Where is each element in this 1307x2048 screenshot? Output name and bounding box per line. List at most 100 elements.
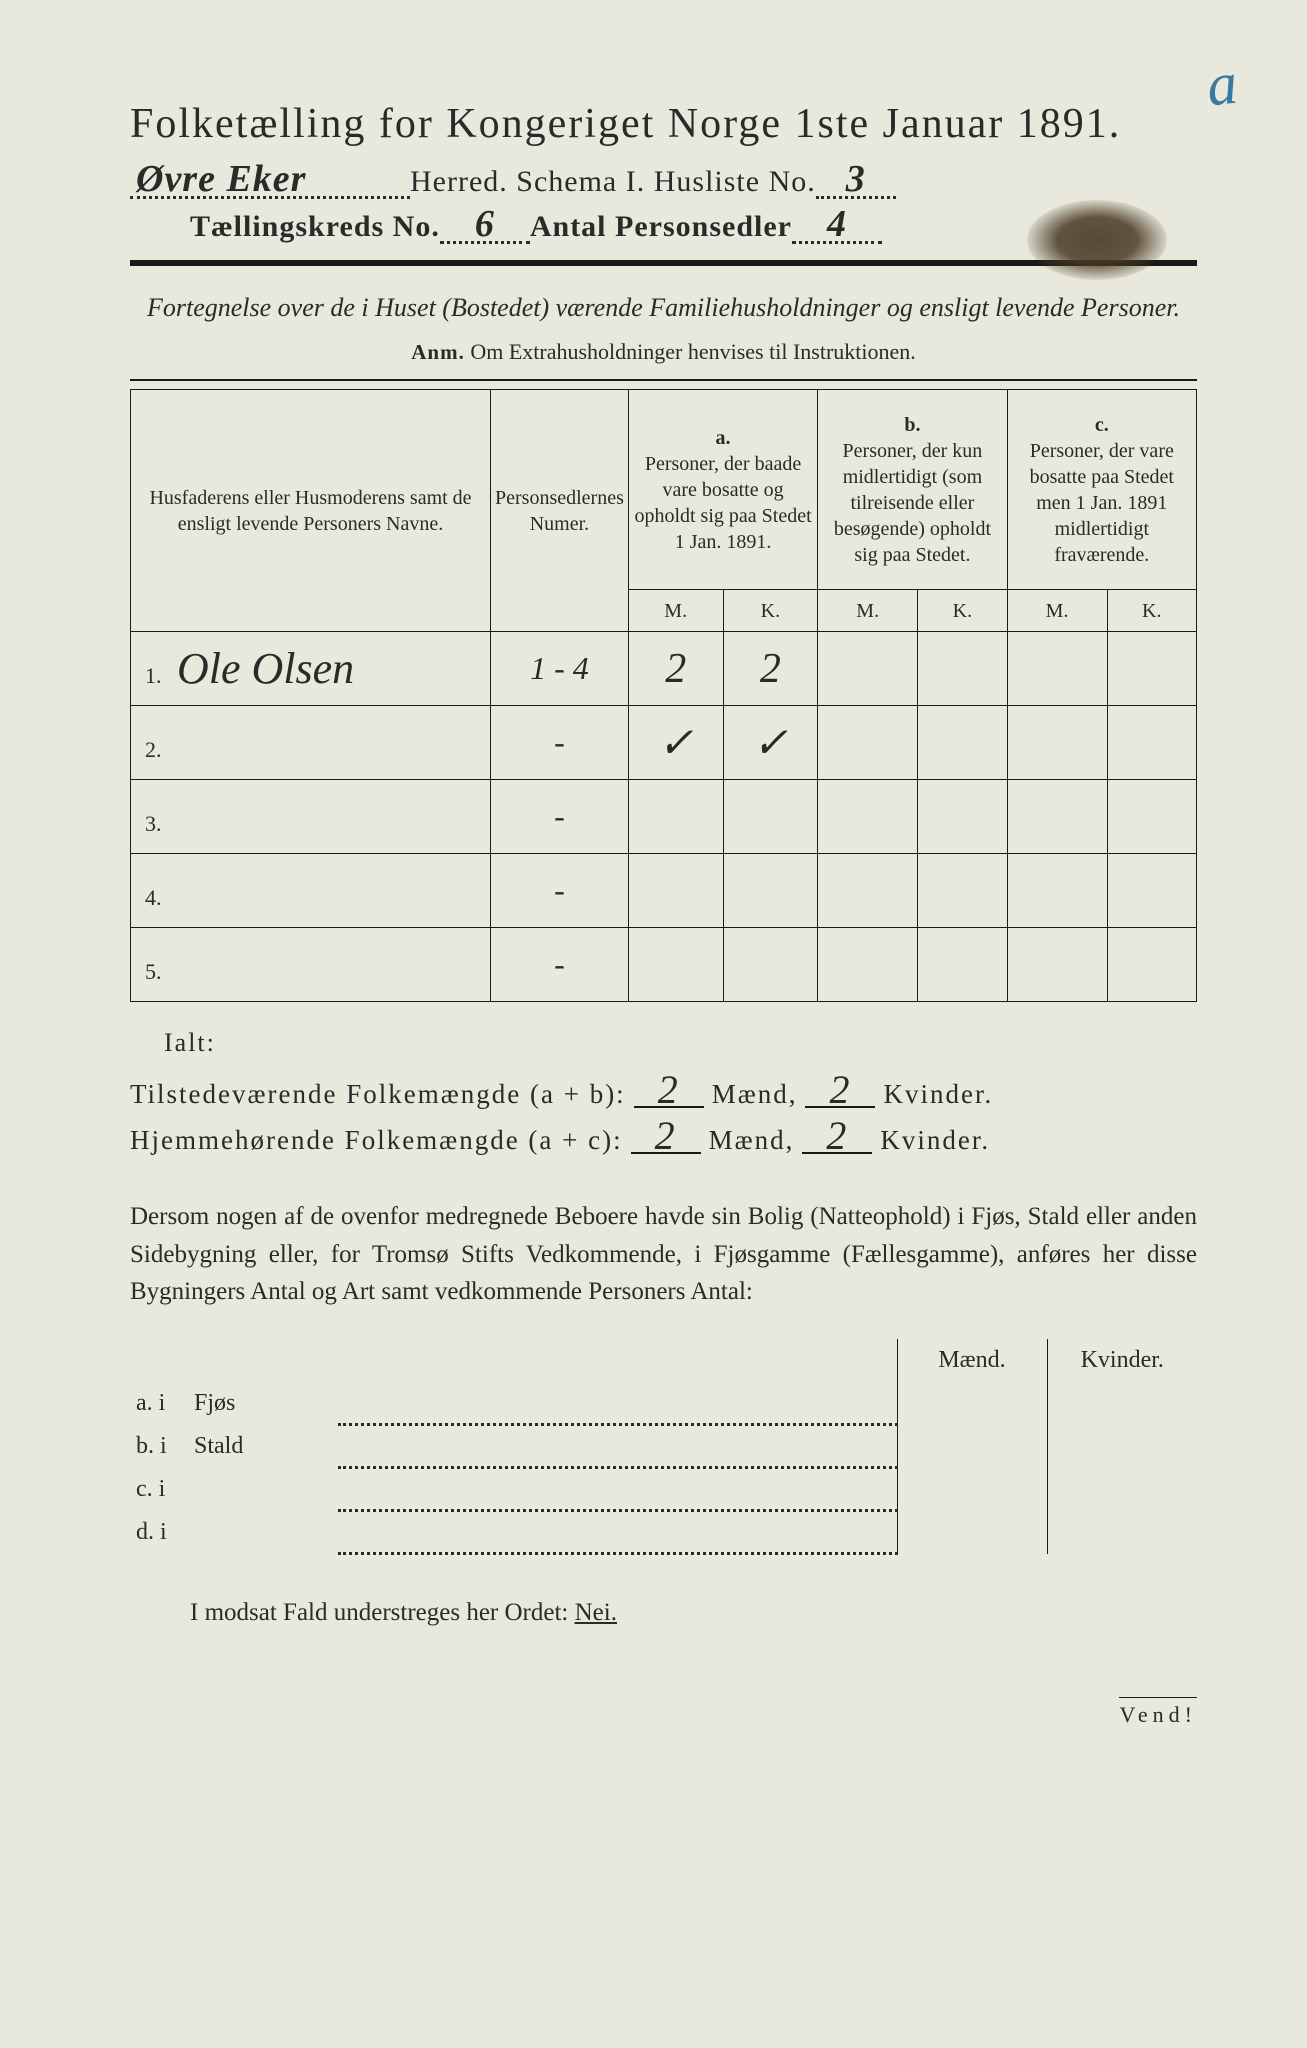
intro-text: Fortegnelse over de i Huset (Bostedet) v… bbox=[130, 290, 1197, 325]
col-numer-header: Personsedlernes Numer. bbox=[491, 390, 629, 632]
main-table: Husfaderens eller Husmoderens samt de en… bbox=[130, 389, 1197, 1002]
a-label: a. bbox=[633, 425, 813, 451]
side-m bbox=[897, 1468, 1047, 1511]
side-k bbox=[1047, 1511, 1197, 1554]
table-row: 5.- bbox=[131, 928, 1197, 1002]
row-name: 3. bbox=[131, 780, 491, 854]
nei-line: I modsat Fald understreges her Ordet: Ne… bbox=[190, 1599, 1197, 1627]
sedler-label: Antal Personsedler bbox=[530, 210, 792, 244]
sidebuilding-paragraph: Dersom nogen af de ovenfor medregnede Be… bbox=[130, 1198, 1197, 1311]
side-name: Fjøs bbox=[188, 1382, 338, 1425]
a-text: Personer, der baade vare bosatte og opho… bbox=[633, 451, 813, 555]
husliste-value: 3 bbox=[816, 162, 896, 199]
row-aM: 2 bbox=[628, 632, 723, 706]
document-title: Folketælling for Kongeriget Norge 1ste J… bbox=[130, 100, 1197, 148]
row-name: 1.Ole Olsen bbox=[131, 632, 491, 706]
row-cK bbox=[1107, 706, 1196, 780]
kvinder-label: Kvinder. bbox=[883, 1079, 993, 1110]
row-bK bbox=[918, 780, 1007, 854]
row-bM bbox=[818, 632, 918, 706]
anm-label: Anm. bbox=[411, 340, 465, 364]
anm-text: Om Extrahusholdninger henvises til Instr… bbox=[470, 339, 915, 364]
kreds-value: 6 bbox=[440, 207, 530, 244]
a-m-header: M. bbox=[628, 590, 723, 632]
table-row: 3.- bbox=[131, 780, 1197, 854]
c-k-header: K. bbox=[1107, 590, 1196, 632]
col-b-header: b. Personer, der kun midlertidigt (som t… bbox=[818, 390, 1007, 590]
row-cK bbox=[1107, 854, 1196, 928]
c-text: Personer, der vare bosatte paa Stedet me… bbox=[1012, 438, 1192, 568]
ialt-label: Ialt: bbox=[164, 1028, 1197, 1058]
row-cM bbox=[1007, 928, 1107, 1002]
side-lab: c. i bbox=[130, 1468, 188, 1511]
row-cK bbox=[1107, 780, 1196, 854]
side-k bbox=[1047, 1425, 1197, 1468]
row-aK bbox=[723, 854, 818, 928]
row-aM bbox=[628, 854, 723, 928]
b-label: b. bbox=[822, 412, 1002, 438]
side-name bbox=[188, 1511, 338, 1554]
row-bM bbox=[818, 706, 918, 780]
side-dots bbox=[338, 1468, 897, 1511]
row-cM bbox=[1007, 632, 1107, 706]
row-name: 4. bbox=[131, 854, 491, 928]
sum-resident-m: 2 bbox=[631, 1120, 701, 1154]
row-bK bbox=[918, 706, 1007, 780]
herred-label: Herred. Schema I. Husliste No. bbox=[410, 165, 816, 199]
sum-resident-k: 2 bbox=[802, 1120, 872, 1154]
row-aK bbox=[723, 928, 818, 1002]
side-name: Stald bbox=[188, 1425, 338, 1468]
row-bK bbox=[918, 928, 1007, 1002]
side-row: d. i bbox=[130, 1511, 1197, 1554]
kvinder-label-2: Kvinder. bbox=[880, 1125, 990, 1156]
col-names-header: Husfaderens eller Husmoderens samt de en… bbox=[131, 390, 491, 632]
thin-rule bbox=[130, 379, 1197, 381]
row-numer: 1 - 4 bbox=[491, 632, 629, 706]
sedler-value: 4 bbox=[792, 207, 882, 244]
sum-present-m: 2 bbox=[634, 1074, 704, 1108]
b-m-header: M. bbox=[818, 590, 918, 632]
b-k-header: K. bbox=[918, 590, 1007, 632]
side-dots bbox=[338, 1425, 897, 1468]
side-lab: d. i bbox=[130, 1511, 188, 1554]
side-row: c. i bbox=[130, 1468, 1197, 1511]
side-row: b. iStald bbox=[130, 1425, 1197, 1468]
a-k-header: K. bbox=[723, 590, 818, 632]
row-aM bbox=[628, 928, 723, 1002]
side-dots bbox=[338, 1382, 897, 1425]
side-lab: b. i bbox=[130, 1425, 188, 1468]
nei-text: I modsat Fald understreges her Ordet: bbox=[190, 1599, 575, 1626]
anm-line: Anm. Om Extrahusholdninger henvises til … bbox=[130, 339, 1197, 365]
side-lab: a. i bbox=[130, 1382, 188, 1425]
row-name: 5. bbox=[131, 928, 491, 1002]
row-bM bbox=[818, 780, 918, 854]
kreds-prefix: Tællingskreds No. bbox=[190, 210, 440, 244]
row-numer: - bbox=[491, 706, 629, 780]
table-row: 2.-✓✓ bbox=[131, 706, 1197, 780]
row-aK bbox=[723, 780, 818, 854]
b-text: Personer, der kun midlertidigt (som tilr… bbox=[822, 438, 1002, 568]
row-numer: - bbox=[491, 854, 629, 928]
sum-present: Tilstedeværende Folkemængde (a + b): 2 M… bbox=[130, 1074, 1197, 1110]
row-bM bbox=[818, 854, 918, 928]
sum-present-label: Tilstedeværende Folkemængde (a + b): bbox=[130, 1079, 626, 1110]
c-label: c. bbox=[1012, 412, 1192, 438]
maend-label-2: Mænd, bbox=[709, 1125, 795, 1156]
col-a-header: a. Personer, der baade vare bosatte og o… bbox=[628, 390, 817, 590]
side-m bbox=[897, 1382, 1047, 1425]
herred-line: Øvre Eker Herred. Schema I. Husliste No.… bbox=[130, 162, 1197, 199]
row-aM bbox=[628, 780, 723, 854]
table-row: 1.Ole Olsen1 - 422 bbox=[131, 632, 1197, 706]
side-row: a. iFjøs bbox=[130, 1382, 1197, 1425]
row-aK: 2 bbox=[723, 632, 818, 706]
side-name bbox=[188, 1468, 338, 1511]
side-kvinder-header: Kvinder. bbox=[1047, 1339, 1197, 1382]
col-c-header: c. Personer, der vare bosatte paa Stedet… bbox=[1007, 390, 1196, 590]
row-cM bbox=[1007, 780, 1107, 854]
row-cM bbox=[1007, 706, 1107, 780]
row-name: 2. bbox=[131, 706, 491, 780]
c-m-header: M. bbox=[1007, 590, 1107, 632]
row-aM: ✓ bbox=[628, 706, 723, 780]
side-dots bbox=[338, 1511, 897, 1554]
row-bM bbox=[818, 928, 918, 1002]
